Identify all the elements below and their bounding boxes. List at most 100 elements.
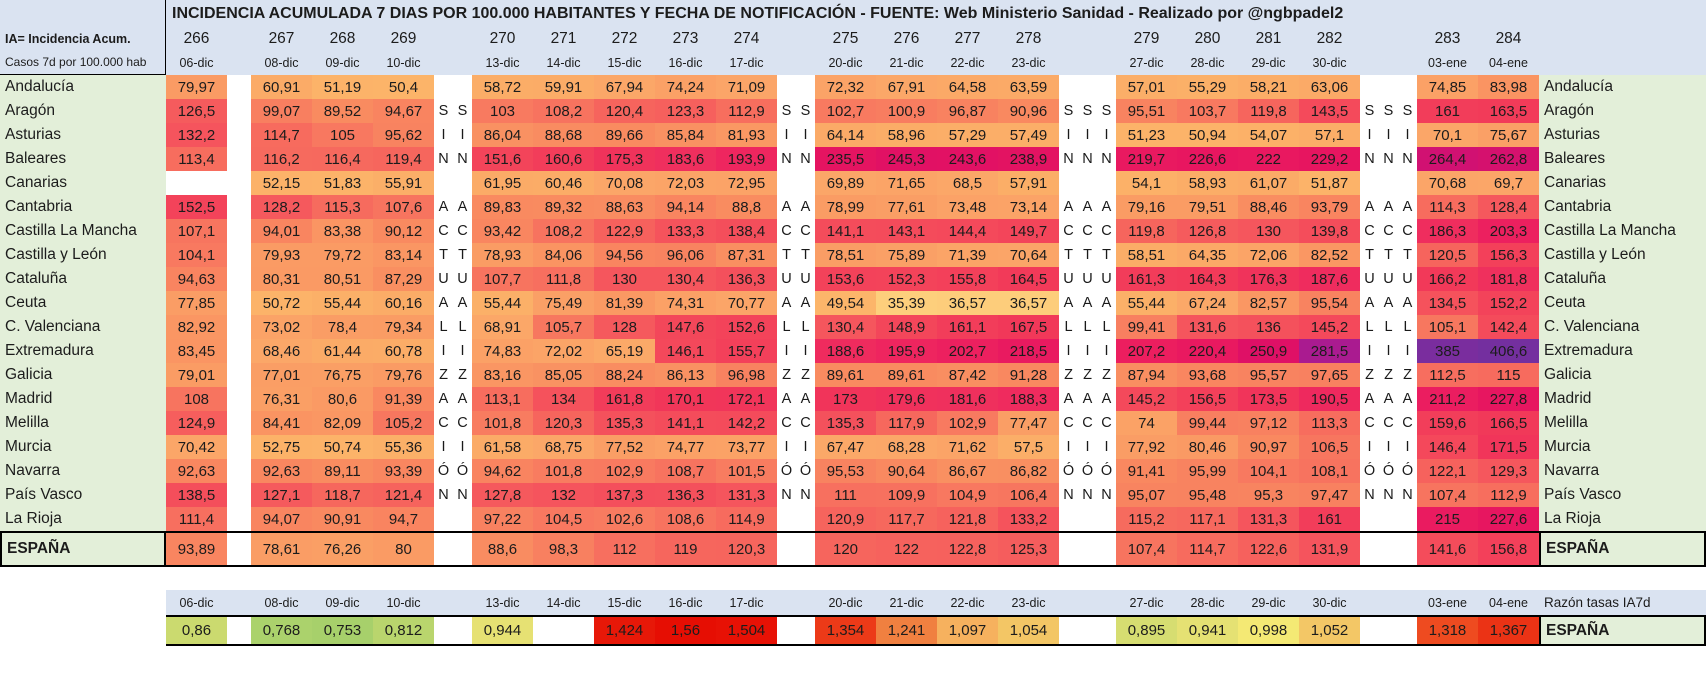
value-cell[interactable]: 128 [594, 315, 655, 339]
value-cell[interactable]: 129,3 [1478, 459, 1539, 483]
value-cell[interactable]: 64,35 [1177, 243, 1238, 267]
value-cell[interactable]: 89,11 [312, 459, 373, 483]
value-cell[interactable]: 70,68 [1417, 171, 1478, 195]
value-cell[interactable]: 71,39 [937, 243, 998, 267]
value-cell[interactable]: 120 [815, 533, 876, 565]
value-cell[interactable]: 61,07 [1238, 171, 1299, 195]
value-cell[interactable]: 106,5 [1299, 435, 1360, 459]
value-cell[interactable]: 163,5 [1478, 99, 1539, 123]
value-cell[interactable]: 58,21 [1238, 75, 1299, 99]
value-cell[interactable]: 70,77 [716, 291, 777, 315]
ratio-value-cell[interactable]: 0,895 [1116, 617, 1177, 644]
value-cell[interactable]: 138,4 [716, 219, 777, 243]
value-cell[interactable]: 250,9 [1238, 339, 1299, 363]
value-cell[interactable]: 90,12 [373, 219, 434, 243]
value-cell[interactable]: 142,4 [1478, 315, 1539, 339]
value-cell[interactable]: 135,3 [594, 411, 655, 435]
value-cell[interactable]: 91,41 [1116, 459, 1177, 483]
value-cell[interactable]: 167,5 [998, 315, 1059, 339]
value-cell[interactable]: 80 [373, 533, 434, 565]
value-cell[interactable]: 89,52 [312, 99, 373, 123]
ratio-date-header[interactable]: 04-ene [1478, 590, 1539, 615]
value-cell[interactable]: 119,8 [1116, 219, 1177, 243]
region-label-left[interactable]: Cataluña [0, 267, 166, 291]
value-cell[interactable]: 58,93 [1177, 171, 1238, 195]
value-cell[interactable]: 88,6 [472, 533, 533, 565]
value-cell[interactable]: 245,3 [876, 147, 937, 171]
value-cell[interactable]: 144,4 [937, 219, 998, 243]
value-cell[interactable]: 127,8 [472, 483, 533, 507]
day-number-header[interactable]: 267 [251, 27, 312, 50]
value-cell[interactable]: 60,91 [251, 75, 312, 99]
ratio-value-cell[interactable]: 0,998 [1238, 617, 1299, 644]
value-cell[interactable]: 227,6 [1478, 507, 1539, 531]
value-cell[interactable]: 78,61 [251, 533, 312, 565]
value-cell[interactable]: 116,4 [312, 147, 373, 171]
value-cell[interactable]: 115,3 [312, 195, 373, 219]
value-cell[interactable]: 161,3 [1116, 267, 1177, 291]
value-cell[interactable]: 145,2 [1116, 387, 1177, 411]
region-label-right[interactable]: Baleares [1539, 147, 1706, 171]
value-cell[interactable]: 59,91 [533, 75, 594, 99]
value-cell[interactable]: 128,4 [1478, 195, 1539, 219]
value-cell[interactable]: 90,91 [312, 507, 373, 531]
value-cell[interactable]: 82,09 [312, 411, 373, 435]
ratio-value-cell[interactable]: 1,054 [998, 617, 1059, 644]
region-label-right[interactable]: Cataluña [1539, 267, 1706, 291]
value-cell[interactable]: 146,4 [1417, 435, 1478, 459]
value-cell[interactable]: 50,74 [312, 435, 373, 459]
value-cell[interactable]: 83,45 [166, 339, 227, 363]
value-cell[interactable]: 75,67 [1478, 123, 1539, 147]
value-cell[interactable]: 107,7 [472, 267, 533, 291]
ratio-value-cell[interactable]: 1,052 [1299, 617, 1360, 644]
day-number-header[interactable]: 283 [1417, 27, 1478, 50]
value-cell[interactable]: 70,1 [1417, 123, 1478, 147]
value-cell[interactable]: 51,87 [1299, 171, 1360, 195]
value-cell[interactable]: 120,9 [815, 507, 876, 531]
ratio-value-cell[interactable]: 0,753 [312, 617, 373, 644]
value-cell[interactable]: 161,1 [937, 315, 998, 339]
ratio-espana-label[interactable]: ESPAÑA [1539, 617, 1706, 644]
value-cell[interactable]: 114,7 [251, 123, 312, 147]
value-cell[interactable]: 114,9 [716, 507, 777, 531]
value-cell[interactable]: 84,06 [533, 243, 594, 267]
value-cell[interactable]: 57,1 [1299, 123, 1360, 147]
value-cell[interactable]: 99,07 [251, 99, 312, 123]
value-cell[interactable]: 58,96 [876, 123, 937, 147]
date-header[interactable]: 10-dic [373, 50, 434, 75]
value-cell[interactable]: 60,78 [373, 339, 434, 363]
value-cell[interactable]: 93,79 [1299, 195, 1360, 219]
value-cell[interactable]: 76,26 [312, 533, 373, 565]
value-cell[interactable]: 78,4 [312, 315, 373, 339]
value-cell[interactable]: 77,01 [251, 363, 312, 387]
value-cell[interactable]: 120,3 [533, 411, 594, 435]
value-cell[interactable]: 164,3 [1177, 267, 1238, 291]
date-header[interactable]: 16-dic [655, 50, 716, 75]
value-cell[interactable]: 98,3 [533, 533, 594, 565]
ratio-date-header[interactable]: 20-dic [815, 590, 876, 615]
value-cell[interactable]: 69,7 [1478, 171, 1539, 195]
value-cell[interactable]: 80,51 [312, 267, 373, 291]
value-cell[interactable]: 58,72 [472, 75, 533, 99]
value-cell[interactable]: 112 [594, 533, 655, 565]
ratio-date-header[interactable]: 21-dic [876, 590, 937, 615]
value-cell[interactable]: 61,44 [312, 339, 373, 363]
value-cell[interactable]: 51,23 [1116, 123, 1177, 147]
value-cell[interactable]: 128,2 [251, 195, 312, 219]
value-cell[interactable]: 164,5 [998, 267, 1059, 291]
value-cell[interactable]: 74,85 [1417, 75, 1478, 99]
value-cell[interactable]: 222 [1238, 147, 1299, 171]
day-number-header[interactable]: 279 [1116, 27, 1177, 50]
value-cell[interactable]: 188,3 [998, 387, 1059, 411]
value-cell[interactable]: 93,39 [373, 459, 434, 483]
value-cell[interactable]: 86,82 [998, 459, 1059, 483]
value-cell[interactable]: 89,61 [876, 363, 937, 387]
value-cell[interactable]: 79,93 [251, 243, 312, 267]
value-cell[interactable]: 134 [533, 387, 594, 411]
ratio-date-header[interactable]: 10-dic [373, 590, 434, 615]
value-cell[interactable]: 122,6 [1238, 533, 1299, 565]
value-cell[interactable]: 64,14 [815, 123, 876, 147]
region-label-left[interactable]: Andalucía [0, 75, 166, 99]
value-cell[interactable]: 50,4 [373, 75, 434, 99]
value-cell[interactable]: 136,3 [716, 267, 777, 291]
